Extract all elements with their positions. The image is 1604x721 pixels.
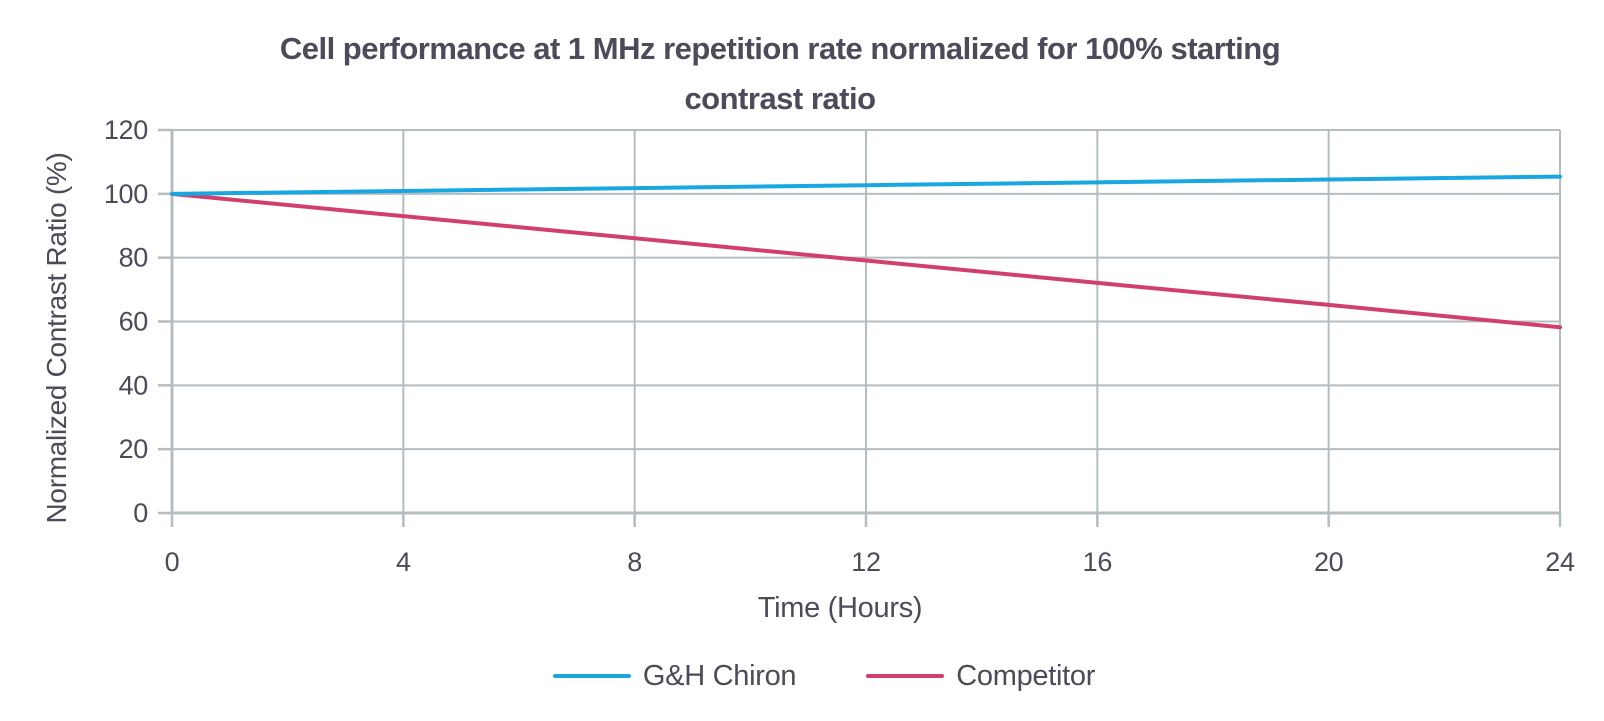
x-tick-label: 20 (1314, 547, 1343, 577)
x-tick-label: 8 (627, 547, 642, 577)
legend-line-swatch-competitor (866, 674, 945, 678)
y-tick-label: 0 (133, 498, 148, 528)
series-line-competitor (170, 191, 1562, 330)
x-tick-label: 12 (851, 547, 880, 577)
x-axis-title: Time (Hours) (757, 592, 923, 624)
y-tick-label: 20 (119, 434, 148, 464)
y-tick-label: 100 (104, 179, 148, 209)
y-tick-label: 80 (119, 243, 148, 273)
chart-title-line1: Cell performance at 1 MHz repetition rat… (279, 31, 1281, 66)
y-tick-label: 40 (119, 370, 148, 400)
x-tick-label: 0 (165, 547, 180, 577)
x-tick-label: 16 (1083, 547, 1112, 577)
y-tick-label: 60 (119, 307, 148, 337)
legend-label-competitor: Competitor (956, 659, 1096, 692)
x-tick-label: 24 (1545, 547, 1575, 577)
legend-line-swatch-gh-chiron (552, 674, 631, 678)
legend: G&H Chiron Competitor (44, 656, 1604, 696)
x-tick-label: 4 (396, 547, 411, 577)
legend-item-competitor: Competitor (866, 660, 1095, 693)
legend-item-gh-chiron: G&H Chiron (552, 659, 797, 693)
series-line-g-h-chiron (170, 174, 1562, 196)
legend-label-gh-chiron: G&H Chiron (642, 659, 797, 692)
y-tick-label: 120 (104, 115, 148, 145)
chart-title: Cell performance at 1 MHz repetition rat… (0, 24, 1560, 124)
chart-title-line2: contrast ratio (684, 81, 876, 116)
